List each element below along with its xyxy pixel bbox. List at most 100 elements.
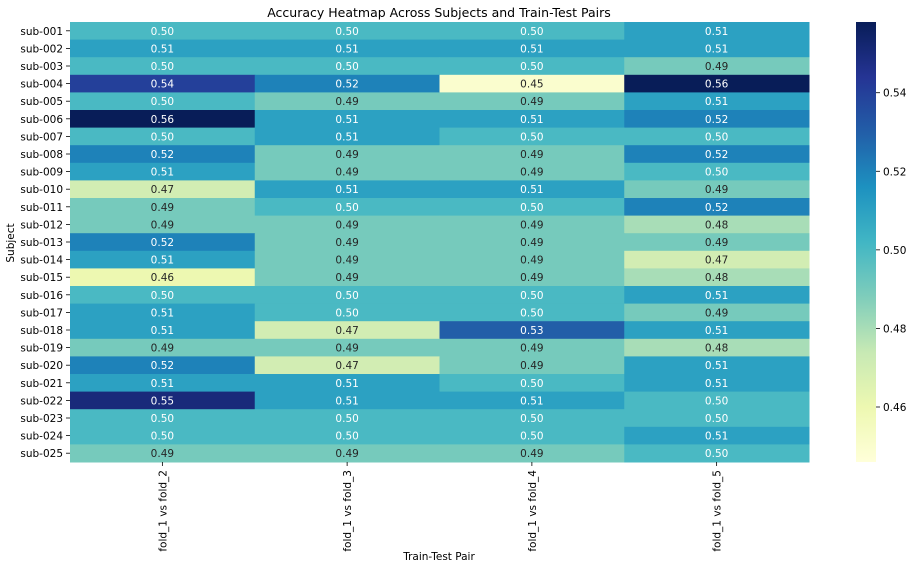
heatmap-cell	[254, 145, 440, 164]
cell-value-label: 0.51	[705, 43, 728, 55]
heatmap-cell	[254, 57, 440, 76]
cell-value-label: 0.51	[705, 431, 728, 443]
y-tick-label: sub-002	[20, 43, 63, 55]
cell-value-label: 0.52	[151, 360, 174, 372]
heatmap-cell	[70, 356, 256, 375]
heatmap-cell	[254, 374, 440, 393]
y-axis-ticks: sub-001 sub-002 sub-003 sub-004 sub-005 sub-0…	[20, 26, 70, 460]
heatmap-cell	[70, 250, 256, 269]
heatmap-cell	[439, 180, 625, 199]
heatmap-cell	[70, 374, 256, 393]
y-tick-label: sub-004	[20, 79, 63, 91]
heatmap-cell	[254, 303, 440, 322]
cell-value-label: 0.51	[151, 167, 174, 179]
heatmap-cell	[254, 110, 440, 129]
heatmap-cell	[254, 426, 440, 445]
cell-value-label: 0.49	[335, 343, 358, 355]
heatmap-cell	[624, 145, 810, 164]
cell-value-label: 0.51	[151, 325, 174, 337]
heatmap-cell	[624, 39, 810, 58]
cell-value-label: 0.50	[151, 26, 174, 38]
y-tick-label: sub-007	[20, 131, 63, 143]
heatmap-cell	[439, 74, 625, 93]
cell-value-label: 0.46	[151, 272, 175, 284]
heatmap-cell	[70, 338, 256, 357]
cell-value-label: 0.50	[335, 290, 358, 302]
colorbar-ticks: 0.46 0.48 0.50 0.52 0.54	[876, 88, 907, 414]
cell-value-label: 0.48	[705, 343, 728, 355]
cell-value-label: 0.51	[335, 114, 358, 126]
heatmap-cell	[70, 39, 256, 58]
heatmap-cell	[624, 444, 810, 463]
cell-value-label: 0.52	[705, 202, 728, 214]
heatmap-cell	[624, 57, 810, 76]
cell-value-label: 0.48	[705, 272, 728, 284]
heatmap-cell	[439, 233, 625, 252]
y-tick-label: sub-014	[20, 255, 63, 267]
cell-value-label: 0.52	[705, 149, 728, 161]
cell-value-label: 0.50	[520, 202, 543, 214]
colorbar	[856, 22, 876, 462]
heatmap-cell	[624, 409, 810, 428]
heatmap-cell	[439, 409, 625, 428]
cell-value-label: 0.49	[705, 307, 728, 319]
heatmap-cell	[254, 321, 440, 340]
cell-value-label: 0.50	[151, 96, 174, 108]
cell-value-label: 0.50	[335, 61, 358, 73]
cell-value-label: 0.49	[335, 167, 358, 179]
colorbar-tick-label: 0.50	[883, 245, 906, 257]
cell-value-label: 0.49	[335, 448, 358, 460]
cell-value-label: 0.52	[151, 237, 174, 249]
y-tick-label: sub-006	[20, 114, 63, 126]
cell-value-label: 0.51	[151, 307, 174, 319]
cell-value-label: 0.49	[705, 184, 728, 196]
heatmap-cell	[254, 39, 440, 58]
y-tick-label: sub-005	[20, 96, 63, 108]
heatmap-cell	[70, 426, 256, 445]
cell-value-label: 0.51	[520, 43, 543, 55]
cell-value-label: 0.49	[705, 61, 728, 73]
heatmap-cell	[439, 444, 625, 463]
x-tick-label: fold_1 vs fold_2	[157, 470, 169, 552]
y-tick-label: sub-010	[20, 184, 63, 196]
heatmap-cell	[70, 74, 256, 93]
cell-value-label: 0.51	[335, 378, 358, 390]
cell-value-label: 0.50	[151, 431, 174, 443]
cell-value-label: 0.51	[335, 131, 358, 143]
cell-value-label: 0.47	[335, 360, 358, 372]
heatmap-cell	[439, 110, 625, 129]
y-tick-label: sub-003	[20, 61, 63, 73]
heatmap-cell	[624, 356, 810, 375]
cell-value-label: 0.50	[151, 413, 174, 425]
heatmap-cell	[624, 321, 810, 340]
cell-value-label: 0.52	[705, 114, 728, 126]
heatmap-cell	[624, 286, 810, 305]
cell-value-label: 0.50	[335, 307, 358, 319]
cell-value-label: 0.50	[335, 413, 358, 425]
heatmap-cell	[439, 374, 625, 393]
heatmap-cell	[254, 92, 440, 111]
heatmap-cell	[624, 180, 810, 199]
cell-value-label: 0.49	[520, 255, 543, 267]
heatmap-cell	[70, 110, 256, 129]
cell-value-label: 0.51	[520, 114, 543, 126]
colorbar-tick-label: 0.46	[883, 402, 907, 414]
heatmap-cell	[439, 321, 625, 340]
heatmap-cell	[624, 92, 810, 111]
cell-value-label: 0.50	[151, 61, 174, 73]
x-axis-ticks: fold_1 vs fold_2 fold_1 vs fold_3 fold_1 v…	[157, 462, 724, 552]
y-tick-label: sub-024	[20, 431, 63, 443]
cell-value-label: 0.49	[520, 219, 543, 231]
heatmap-cell	[70, 321, 256, 340]
cell-value-label: 0.56	[151, 114, 175, 126]
y-tick-label: sub-008	[20, 149, 63, 161]
heatmap-cell	[624, 233, 810, 252]
heatmap-cell	[70, 92, 256, 111]
colorbar-tick-label: 0.54	[883, 88, 907, 100]
heatmap-cell	[624, 110, 810, 129]
heatmap-cell	[439, 268, 625, 287]
cell-value-label: 0.54	[151, 79, 175, 91]
cell-value-label: 0.50	[520, 61, 543, 73]
heatmap-cell	[254, 409, 440, 428]
